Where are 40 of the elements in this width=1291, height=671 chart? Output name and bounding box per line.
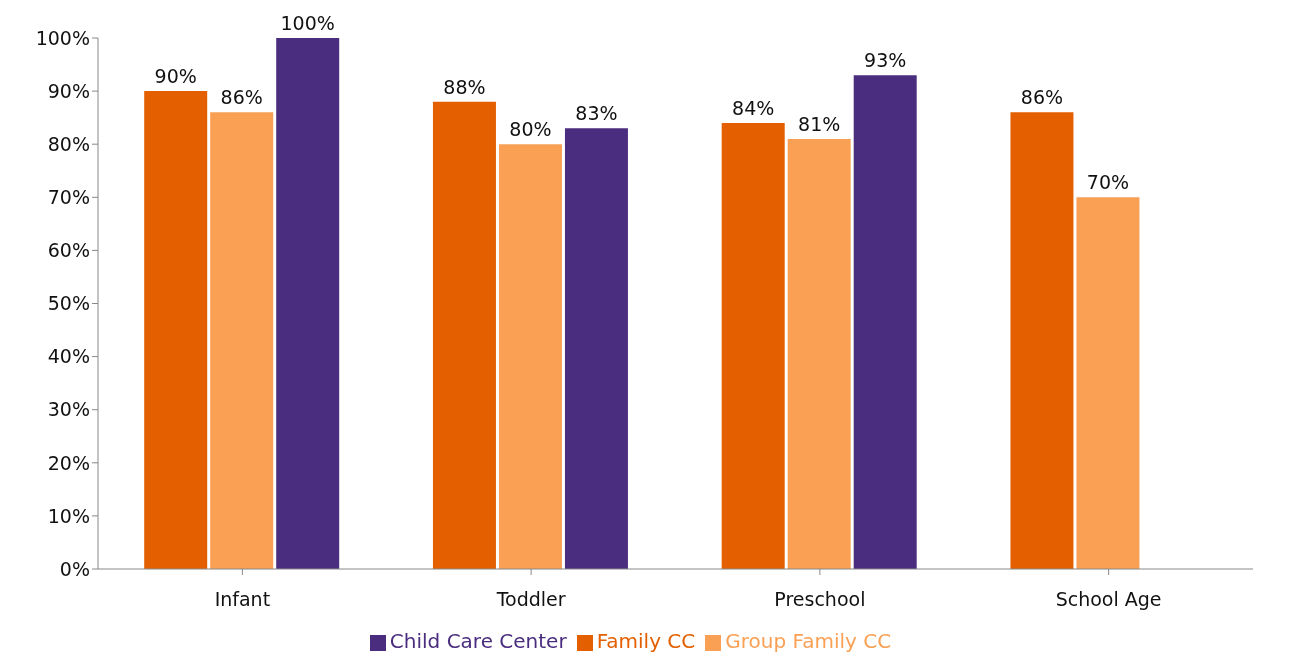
bar bbox=[276, 38, 340, 569]
y-tick-label: 100% bbox=[35, 26, 90, 49]
data-label: 80% bbox=[509, 118, 552, 141]
data-label: 88% bbox=[443, 75, 486, 98]
data-label: 81% bbox=[798, 112, 841, 135]
data-label: 86% bbox=[220, 86, 263, 109]
data-label: 83% bbox=[575, 102, 618, 125]
bar bbox=[498, 144, 562, 569]
x-tick-label: Toddler bbox=[495, 588, 566, 611]
x-tick-label: School Age bbox=[1055, 588, 1162, 611]
data-label: 86% bbox=[1020, 86, 1064, 109]
y-tick-label: 0% bbox=[59, 557, 90, 580]
bar bbox=[853, 75, 917, 569]
bar bbox=[721, 122, 785, 569]
y-tick-label: 40% bbox=[47, 345, 90, 368]
data-label: 100% bbox=[280, 12, 335, 34]
x-tick-label: Infant bbox=[214, 588, 271, 611]
bar bbox=[1010, 112, 1074, 569]
bar bbox=[787, 138, 851, 569]
x-tick-label: Preschool bbox=[774, 588, 866, 611]
y-tick-label: 20% bbox=[47, 451, 90, 474]
bar bbox=[564, 128, 628, 569]
data-label: 70% bbox=[1086, 171, 1130, 194]
bar bbox=[1076, 197, 1140, 569]
bar bbox=[144, 91, 208, 569]
y-tick-label: 70% bbox=[47, 186, 90, 209]
y-tick-label: 30% bbox=[47, 398, 90, 421]
y-tick-label: 50% bbox=[47, 292, 90, 315]
y-tick-label: 60% bbox=[47, 239, 90, 262]
bar bbox=[210, 112, 274, 569]
data-label: 90% bbox=[154, 65, 197, 88]
legend-label: Family CC bbox=[596, 629, 696, 653]
data-label: 93% bbox=[864, 49, 907, 72]
legend-label: Child Care Center bbox=[389, 629, 567, 653]
bar bbox=[432, 101, 496, 569]
data-label: 84% bbox=[732, 96, 775, 119]
legend-label: Group Family CC bbox=[725, 629, 892, 653]
y-tick-label: 10% bbox=[47, 504, 90, 527]
y-tick-label: 90% bbox=[47, 79, 90, 102]
y-tick-label: 80% bbox=[47, 132, 90, 155]
